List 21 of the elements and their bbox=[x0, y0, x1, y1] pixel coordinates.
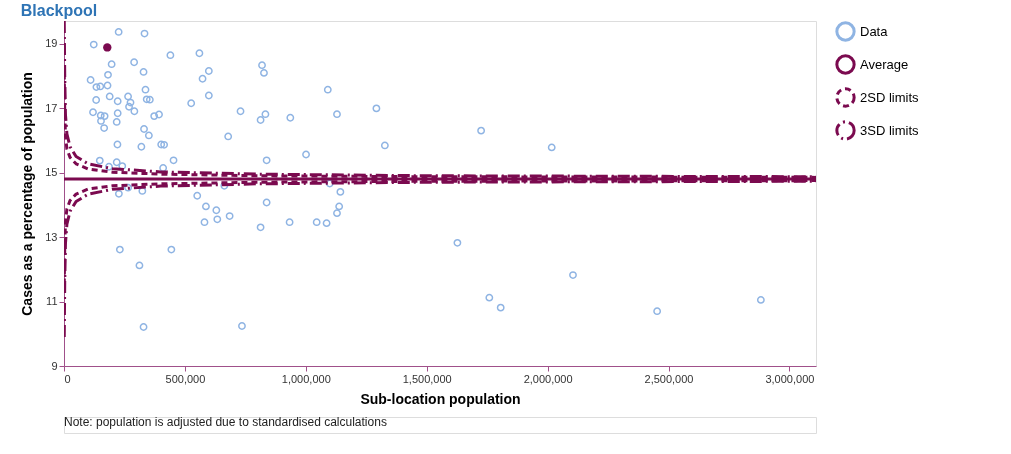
legend-label: 3SD limits bbox=[860, 122, 920, 138]
legend-label: 2SD limits bbox=[860, 89, 920, 105]
y-axis-title: Cases as a percentage of population bbox=[19, 72, 36, 316]
y-tick-label: 19 bbox=[45, 37, 58, 50]
y-tick-label: 13 bbox=[45, 230, 58, 243]
x-tick-label: 2,000,000 bbox=[523, 372, 573, 385]
x-tick-label: 2,500,000 bbox=[644, 372, 694, 385]
y-tick-label: 17 bbox=[45, 101, 58, 114]
x-tick-label: 0 bbox=[64, 372, 71, 385]
y-tick-label: 11 bbox=[46, 295, 58, 308]
x-tick-label: 500,000 bbox=[165, 372, 206, 385]
chart-title: Blackpool bbox=[20, 2, 98, 19]
y-tick-label: 9 bbox=[51, 359, 58, 372]
text: Note: population is adjusted due to standardised calculations bbox=[64, 415, 387, 429]
x-tick-label: 3,000,000 bbox=[765, 372, 815, 385]
x-axis-title: Sub-location population bbox=[360, 390, 521, 407]
x-tick-label: 1,500,000 bbox=[402, 372, 452, 385]
legend-label: Data bbox=[860, 23, 889, 39]
x-tick-label: 1,000,000 bbox=[281, 372, 331, 385]
y-tick-label: 15 bbox=[45, 166, 58, 179]
legend-label: Average bbox=[860, 56, 909, 72]
